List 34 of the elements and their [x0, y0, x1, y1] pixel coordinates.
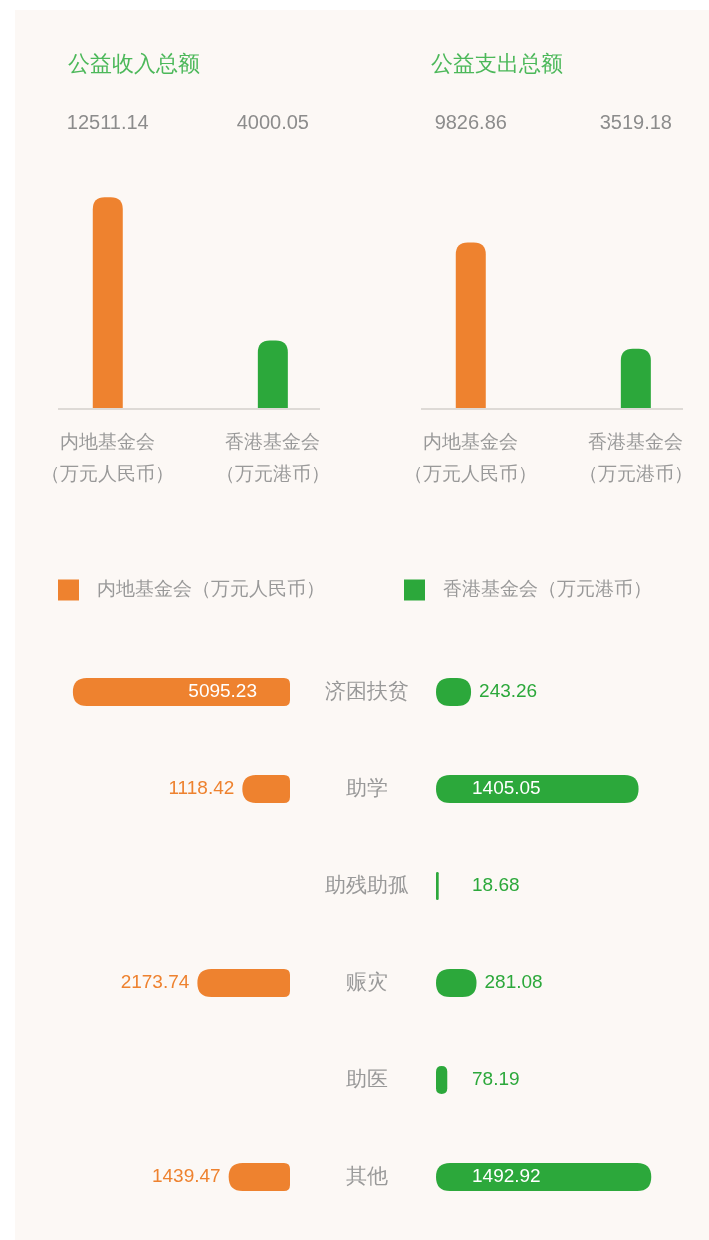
bar: [242, 775, 290, 803]
data-label: 243.26: [479, 680, 538, 702]
data-label: 5095.23: [188, 680, 257, 702]
x-tick-label: 内地基金会（万元人民币）: [41, 431, 175, 485]
data-label: 9826.86: [434, 111, 507, 134]
x-tick-label: 内地基金会（万元人民币）: [404, 431, 538, 485]
chart-title: 公益收入总额: [68, 50, 200, 76]
y-tick-label: 赈灾: [346, 969, 388, 993]
data-label: 1492.92: [472, 1165, 541, 1187]
y-tick-label: 助医: [346, 1066, 388, 1090]
data-label: 1118.42: [168, 777, 235, 799]
chart-title: 公益支出总额: [431, 50, 563, 76]
data-label: 18.68: [472, 874, 520, 896]
legend-label: 内地基金会（万元人民币）: [97, 578, 325, 600]
bar: [436, 1163, 652, 1191]
data-label: 78.19: [472, 1068, 520, 1090]
bar: [228, 1163, 290, 1191]
y-tick-label: 济困扶贫: [325, 678, 409, 702]
x-tick-label: 香港基金会（万元港币）: [215, 431, 330, 485]
y-tick-label: 助残助孤: [325, 872, 409, 896]
data-label: 281.08: [484, 971, 543, 993]
x-tick-label: 香港基金会（万元港币）: [578, 431, 693, 485]
data-label: 3519.18: [599, 111, 672, 134]
data-label: 2173.74: [120, 971, 190, 993]
y-tick-label: 其他: [346, 1163, 388, 1187]
bar: [197, 969, 290, 997]
bar: [436, 775, 639, 803]
data-label: 1405.05: [472, 777, 541, 799]
bar: [72, 678, 290, 706]
data-label: 1439.47: [151, 1165, 221, 1187]
legend-label: 香港基金会（万元港币）: [443, 578, 652, 600]
y-tick-label: 助学: [346, 775, 388, 799]
data-label: 12511.14: [66, 111, 149, 134]
data-label: 4000.05: [236, 111, 309, 134]
